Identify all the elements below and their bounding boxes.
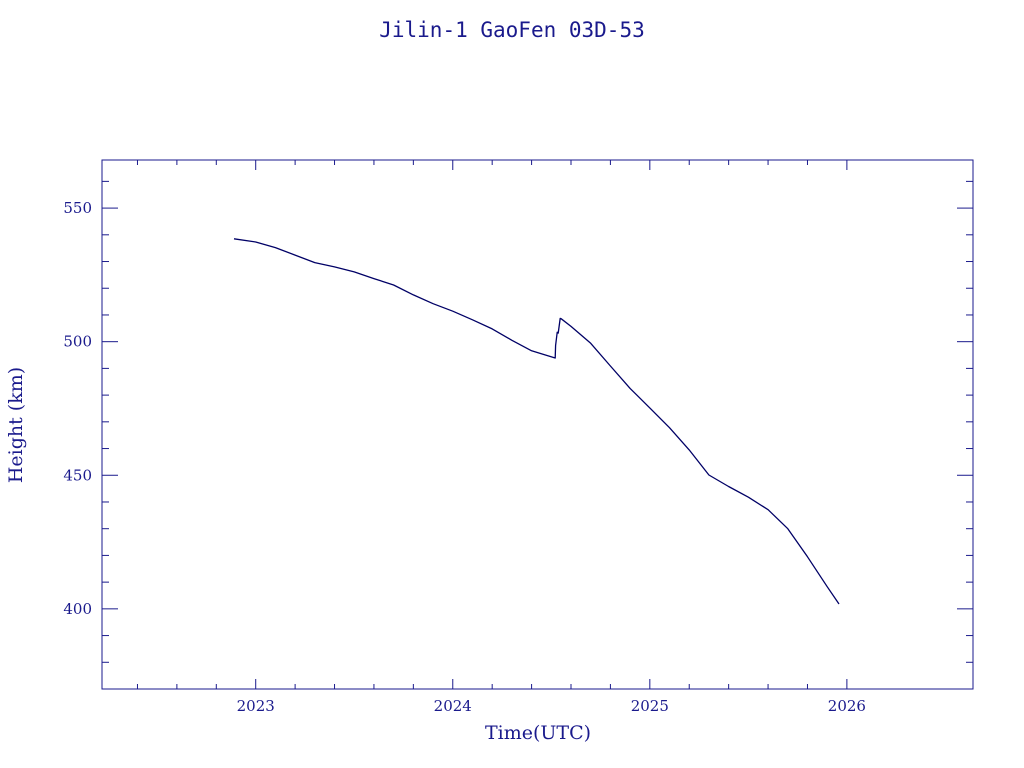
series-layer xyxy=(233,238,840,605)
y-tick-label: 550 xyxy=(63,199,92,217)
x-tick-label: 2026 xyxy=(828,697,866,715)
chart-title: Jilin-1 GaoFen 03D-53 xyxy=(379,18,645,42)
x-axis-label: Time(UTC) xyxy=(485,722,591,744)
x-tick-label: 2025 xyxy=(631,697,669,715)
y-tick-label: 500 xyxy=(63,333,92,351)
plot-border xyxy=(101,159,974,690)
y-axis: 400 450 500 550 xyxy=(63,180,973,663)
series-line-height xyxy=(233,238,840,605)
y-tick-label: 400 xyxy=(63,600,92,618)
x-tick-label: 2023 xyxy=(237,697,275,715)
x-tick-label: 2024 xyxy=(434,697,472,715)
y-axis-label: Height (km) xyxy=(5,367,27,483)
plot-frame xyxy=(101,159,974,690)
y-tick-label: 450 xyxy=(63,466,92,484)
x-axis: 2023 2024 2025 2026 xyxy=(136,160,866,715)
